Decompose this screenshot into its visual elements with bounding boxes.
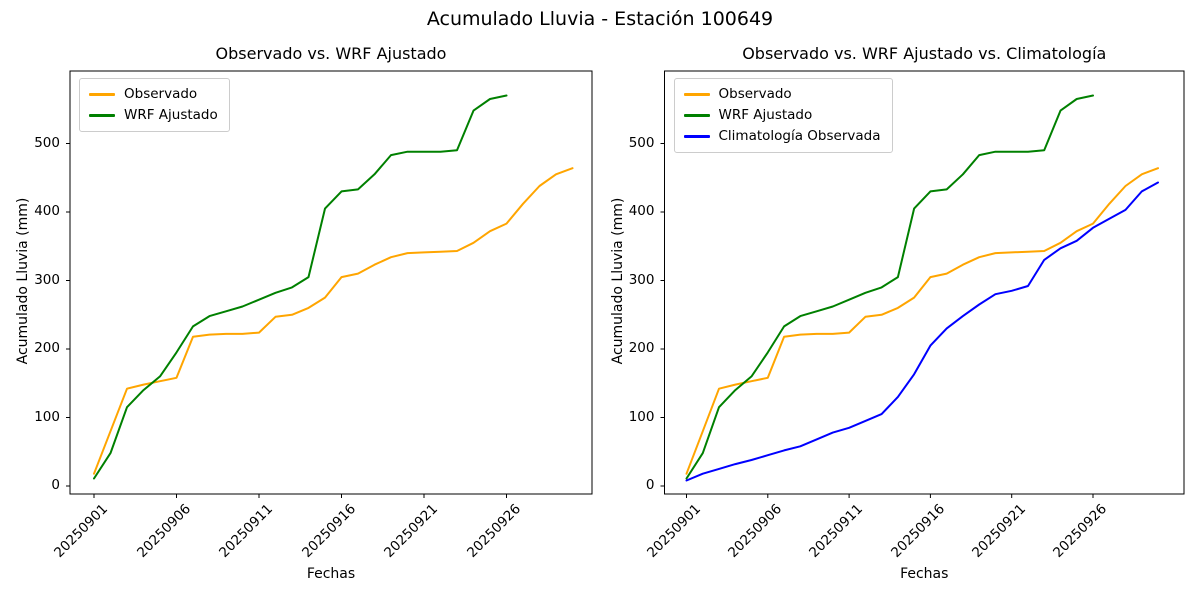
y-tick-label: 0 [51,477,60,493]
y-tick-label: 100 [628,408,655,425]
legend-line-sample [89,93,115,96]
y-tick-label: 100 [34,408,60,425]
series-line-observado [93,167,574,475]
axes-frame [664,70,1185,495]
y-tick-label: 500 [34,134,60,151]
legend-item-wrf-ajustado: WRF Ajustado [89,107,218,124]
right-legend: Observado WRF Ajustado Climatología Observ… [673,78,893,153]
y-tick-label: 300 [628,271,655,288]
legend-label: WRF Ajustado [718,107,813,123]
legend-item-observado: Observado [89,86,218,103]
series-line-observado [685,167,1159,475]
y-tick-label: 400 [34,203,60,219]
legend-line-sample [683,93,710,96]
y-tick-label: 0 [645,477,655,493]
legend-label: WRF Ajustado [124,107,218,123]
legend-label: Climatología Observada [718,128,881,144]
series-line-wrf-ajustado [93,94,508,480]
legend-label: Observado [124,86,198,102]
series-line-climatologia-observada [685,181,1159,482]
y-tick-label: 500 [628,134,655,151]
left-x-axis-label: Fechas [306,566,356,582]
axes-frame [69,70,593,495]
legend-line-sample [683,135,710,138]
y-tick-label: 400 [628,203,655,219]
y-tick-label: 200 [34,340,60,356]
left-legend: Observado WRF Ajustado [79,78,230,132]
left-chart-title: Observado vs. WRF Ajustado [215,44,447,63]
series-line-wrf-ajustado [685,94,1094,480]
figure-title: Acumulado Lluvia - Estación 100649 [426,8,774,30]
legend-item-climatologia-observada: Climatología Observada [683,128,881,145]
legend-item-wrf-ajustado: WRF Ajustado [683,107,881,124]
legend-item-observado: Observado [683,86,881,103]
legend-line-sample [683,114,710,117]
y-tick-label: 200 [628,340,655,356]
y-tick-label: 300 [34,271,60,288]
right-chart-title: Observado vs. WRF Ajustado vs. Climatolo… [742,44,1107,63]
legend-label: Observado [718,86,792,102]
right-x-axis-label: Fechas [900,566,949,582]
legend-line-sample [89,114,115,117]
